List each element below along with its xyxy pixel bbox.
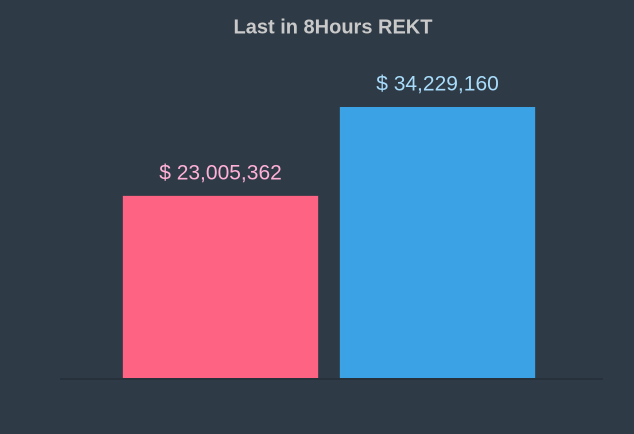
bar	[122, 195, 319, 378]
chart-title: Last in 8Hours REKT	[234, 16, 433, 38]
value-label: $ 23,005,362	[159, 161, 282, 184]
value-label: $ 34,229,160	[376, 73, 499, 96]
bar	[339, 107, 536, 378]
